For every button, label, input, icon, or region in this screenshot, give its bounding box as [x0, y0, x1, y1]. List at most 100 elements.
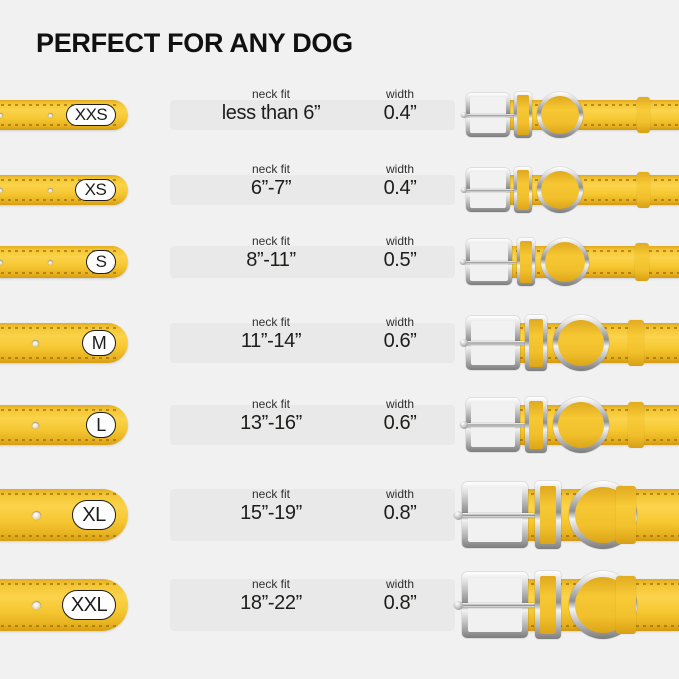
buckle-prong-pivot: [460, 259, 466, 265]
width-column-header: width: [385, 487, 414, 501]
strap-stitching-bottom: [0, 439, 116, 441]
buckle-prong: [460, 260, 516, 264]
leather-slider-keeper: [628, 320, 644, 366]
buckle-prong: [461, 113, 515, 117]
belt-stitching-top: [493, 104, 679, 106]
keeper-loop-opening: [517, 95, 529, 135]
leather-slider-keeper: [616, 486, 636, 544]
collar-buckle-assembly: [461, 89, 679, 141]
strap-stitching-top: [0, 409, 116, 411]
strap-stitching-bottom: [0, 272, 116, 274]
row-background-band: [170, 579, 455, 631]
belt-stitching-top: [495, 250, 679, 252]
size-badge: XXL: [62, 590, 116, 620]
width-value: 0.5”: [383, 249, 417, 271]
keeper-loop: [514, 167, 532, 213]
buckle-prong: [454, 512, 535, 518]
size-badge: L: [86, 412, 116, 438]
width-value: 0.8”: [383, 592, 417, 614]
strap-stitching-top: [0, 583, 116, 585]
strap-stitching-bottom: [0, 625, 116, 627]
belt-stitching-bottom: [493, 124, 679, 126]
strap-stitching-top: [0, 327, 116, 329]
collar-buckle-assembly: [461, 164, 679, 216]
width-value: 0.4”: [383, 177, 417, 199]
row-background-band: [170, 100, 455, 130]
size-badge: M: [82, 330, 116, 356]
row-background-band: [170, 246, 455, 278]
collar-buckle-assembly: [460, 235, 679, 289]
neck-fit-column-header: neck fit: [251, 162, 290, 176]
strap-stitching-bottom: [0, 357, 116, 359]
strap-punch-hole: [0, 259, 3, 265]
keeper-loop: [525, 397, 547, 453]
strap-stitching-top: [0, 179, 116, 181]
d-ring: [553, 397, 609, 453]
keeper-loop-opening: [517, 170, 529, 210]
row-background-band: [170, 323, 455, 363]
width-value: 0.4”: [383, 102, 417, 124]
collar-buckle-assembly: [454, 568, 679, 642]
neck-fit-column-header: neck fit: [251, 577, 290, 591]
strap-punch-hole: [32, 421, 39, 429]
neck-fit-column-header: neck fit: [251, 87, 290, 101]
collar-buckle-assembly: [460, 394, 679, 456]
buckle-prong-pivot: [461, 187, 467, 193]
neck-fit-value: 11”-14”: [240, 330, 302, 352]
belt-stitching-bottom: [495, 272, 679, 274]
buckle-prong: [460, 423, 526, 427]
d-ring: [553, 315, 609, 371]
strap-stitching-bottom: [0, 124, 116, 126]
d-ring-opening: [541, 171, 579, 209]
size-badge: XS: [75, 179, 116, 201]
leather-slider-keeper: [637, 172, 650, 208]
neck-fit-column-header: neck fit: [251, 487, 290, 501]
keeper-loop-opening: [540, 576, 556, 634]
buckle-prong-pivot: [454, 510, 463, 520]
keeper-loop-opening: [529, 401, 543, 449]
d-ring: [537, 167, 583, 213]
row-background-band: [170, 175, 455, 205]
strap-stitching-top: [0, 493, 116, 495]
page-title: PERFECT FOR ANY DOG: [36, 28, 353, 58]
d-ring: [541, 238, 589, 286]
strap-stitching-bottom: [0, 199, 116, 201]
keeper-loop: [514, 92, 532, 138]
keeper-loop-opening: [520, 241, 532, 283]
neck-fit-value: 8”-11”: [246, 249, 296, 271]
belt-stitching-top: [493, 179, 679, 181]
width-value: 0.6”: [383, 412, 417, 434]
neck-fit-value: 13”-16”: [240, 412, 302, 434]
keeper-loop: [535, 571, 561, 639]
buckle-prong-pivot: [454, 600, 463, 610]
size-badge: XXS: [66, 104, 116, 126]
strap-punch-hole: [48, 112, 53, 118]
keeper-loop-opening: [529, 319, 543, 367]
keeper-loop: [535, 481, 561, 549]
row-background-band: [170, 405, 455, 445]
row-background-band: [170, 489, 455, 541]
size-badge: XL: [72, 500, 116, 530]
neck-fit-column-header: neck fit: [251, 397, 290, 411]
collar-buckle-assembly: [460, 312, 679, 374]
neck-fit-column-header: neck fit: [251, 315, 290, 329]
width-column-header: width: [385, 397, 414, 411]
width-column-header: width: [385, 234, 414, 248]
width-column-header: width: [385, 87, 414, 101]
leather-slider-keeper: [628, 402, 644, 448]
leather-slider-keeper: [616, 576, 636, 634]
strap-punch-hole: [32, 600, 41, 610]
belt-stitching-bottom: [493, 199, 679, 201]
neck-fit-value: 18”-22”: [240, 592, 302, 614]
width-column-header: width: [385, 315, 414, 329]
width-column-header: width: [385, 577, 414, 591]
strap-stitching-bottom: [0, 535, 116, 537]
buckle-prong: [460, 341, 526, 345]
neck-fit-value: 15”-19”: [240, 502, 302, 524]
strap-punch-hole: [32, 510, 41, 520]
d-ring-opening: [558, 402, 604, 448]
buckle-prong-pivot: [461, 112, 467, 118]
neck-fit-value: less than 6”: [221, 102, 321, 124]
buckle-prong: [454, 602, 535, 608]
strap-punch-hole: [0, 112, 3, 118]
